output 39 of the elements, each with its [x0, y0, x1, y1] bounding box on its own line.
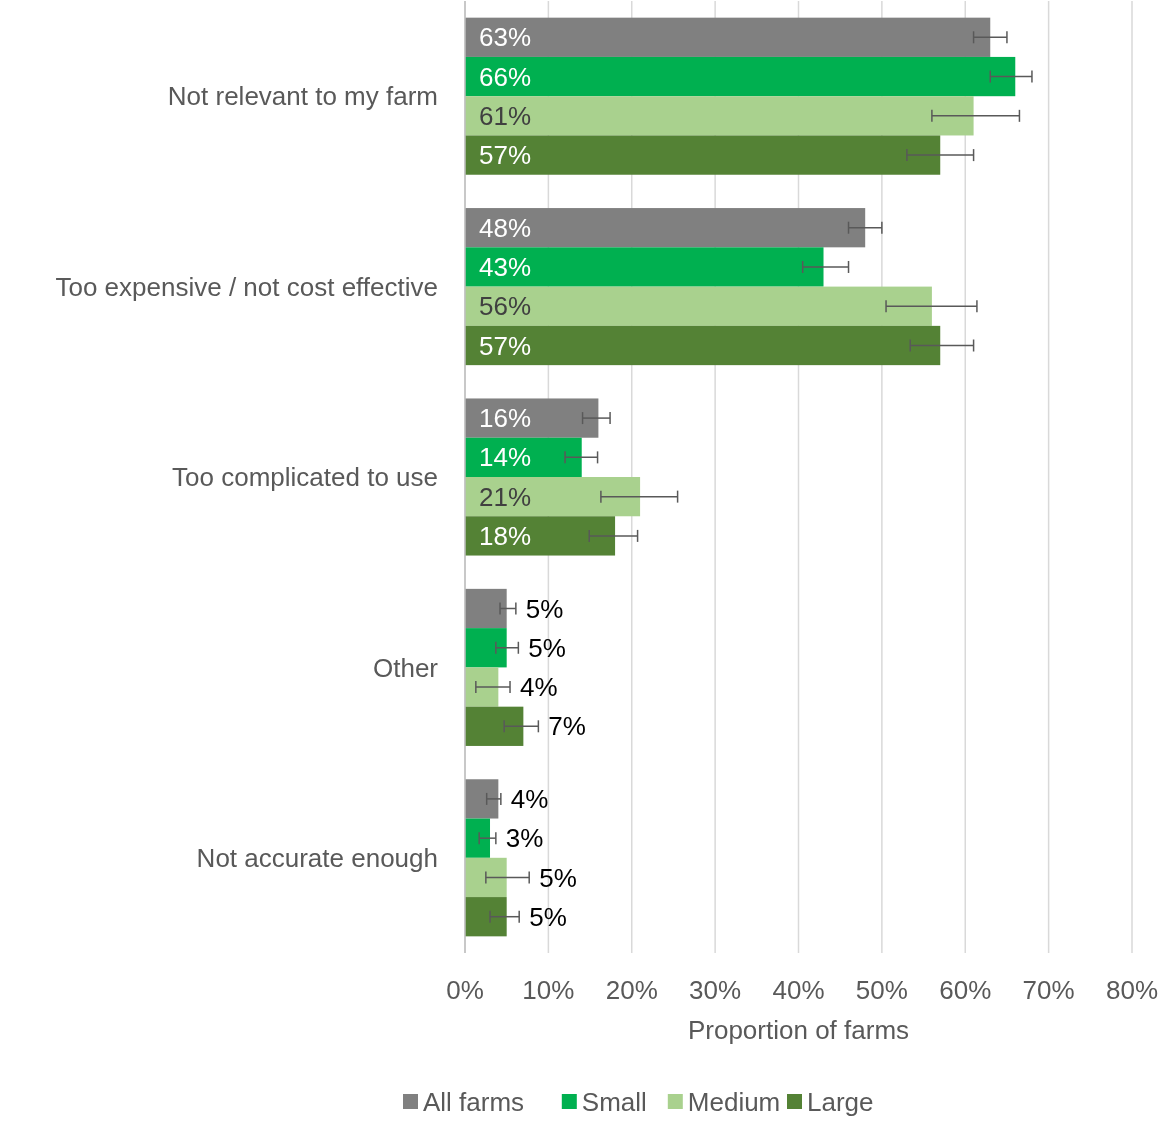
data-label: 5% — [539, 862, 577, 893]
x-tick-label: 80% — [1105, 975, 1159, 1006]
data-label: 14% — [479, 442, 532, 473]
y-tick-label: Not relevant to my farm — [167, 81, 438, 112]
legend-label: All farms — [423, 1087, 525, 1118]
x-tick-label: 50% — [855, 975, 908, 1006]
data-label: 5% — [529, 901, 567, 932]
data-label: 16% — [479, 403, 532, 434]
x-tick-label: 60% — [939, 975, 992, 1006]
data-label: 43% — [479, 252, 532, 283]
y-tick-label: Other — [372, 652, 439, 683]
legend-label: Small — [581, 1087, 647, 1118]
data-label: 5% — [525, 593, 564, 624]
data-label: 57% — [479, 140, 532, 171]
data-label: 4% — [510, 783, 549, 814]
data-label: 18% — [479, 521, 532, 552]
data-label: 3% — [505, 823, 544, 854]
x-tick-label: 10% — [522, 975, 575, 1006]
data-label: 21% — [479, 481, 532, 512]
y-tick-label: Too complicated to use — [172, 462, 438, 493]
y-tick-label: Too expensive / not cost effective — [55, 271, 438, 302]
x-tick-label: 0% — [446, 975, 484, 1006]
data-label: 56% — [479, 291, 532, 322]
y-tick-label: Not accurate enough — [196, 842, 438, 873]
data-label: 66% — [479, 61, 532, 92]
data-label: 63% — [479, 22, 532, 53]
x-tick-label: 30% — [689, 975, 742, 1006]
data-label: 4% — [520, 672, 558, 703]
data-label: 48% — [479, 212, 532, 243]
data-label: 57% — [479, 330, 532, 361]
data-label: 5% — [528, 632, 566, 663]
legend-label: Medium — [687, 1087, 781, 1118]
data-label: 61% — [479, 100, 532, 131]
legend-label: Large — [807, 1087, 874, 1118]
data-label: 7% — [548, 711, 586, 742]
x-tick-label: 20% — [605, 975, 658, 1006]
x-tick-label: 70% — [1022, 975, 1075, 1006]
x-tick-label: 40% — [772, 975, 825, 1006]
x-axis-title: Proportion of farms — [687, 1015, 910, 1046]
